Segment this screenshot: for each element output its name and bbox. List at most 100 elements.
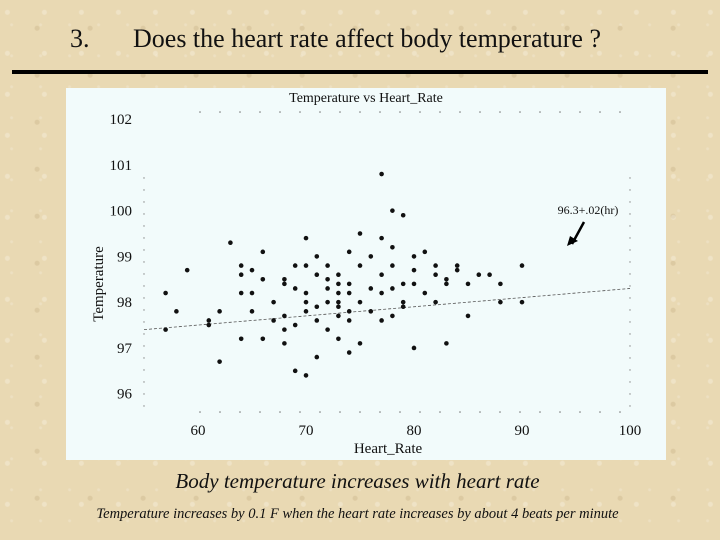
frame-tick-mark	[629, 249, 631, 251]
data-point	[379, 235, 384, 241]
data-point	[433, 263, 438, 268]
data-point	[325, 277, 330, 282]
data-point	[271, 299, 276, 305]
data-point	[325, 299, 330, 305]
x-tick-label: 80	[407, 423, 422, 439]
frame-tick-mark	[143, 189, 145, 191]
data-point	[292, 322, 298, 328]
frame-tick-mark	[629, 345, 631, 347]
frame-tick-mark	[239, 411, 241, 413]
data-point	[292, 368, 298, 374]
main-caption: Body temperature increases with heart ra…	[175, 469, 540, 493]
data-point	[357, 299, 363, 305]
data-point	[336, 336, 341, 342]
frame-tick-mark	[143, 261, 145, 263]
data-point	[282, 327, 287, 332]
frame-tick-mark	[143, 405, 145, 407]
data-point	[411, 345, 417, 351]
frame-tick-mark	[259, 111, 261, 113]
y-tick-label: 102	[110, 112, 133, 128]
frame-tick-mark	[499, 111, 501, 113]
x-tick-label: 90	[515, 423, 530, 439]
data-point	[260, 277, 266, 282]
fit-line	[143, 288, 631, 331]
data-point	[336, 304, 341, 310]
y-axis-label: Temperature	[91, 246, 107, 322]
data-point	[217, 309, 222, 314]
data-point	[400, 304, 406, 310]
data-point	[260, 249, 266, 255]
data-point	[325, 263, 330, 268]
data-point	[163, 290, 168, 296]
frame-tick-mark	[219, 411, 221, 413]
frame-tick-mark	[629, 393, 631, 395]
frame-tick-mark	[359, 111, 361, 113]
frame-tick-mark	[319, 411, 321, 413]
frame-tick-mark	[629, 225, 631, 227]
data-point	[346, 309, 352, 314]
frame-tick-mark	[359, 411, 361, 413]
data-point	[346, 318, 352, 323]
data-point	[206, 322, 212, 328]
data-point	[411, 267, 417, 273]
frame-tick-mark	[479, 111, 481, 113]
frame-tick-mark	[143, 177, 145, 179]
frame-tick-mark	[143, 297, 145, 299]
data-point	[368, 309, 374, 314]
frame-tick-mark	[559, 411, 561, 413]
frame-tick-mark	[143, 273, 145, 275]
frame-tick-mark	[539, 111, 541, 113]
frame-tick-mark	[143, 333, 145, 335]
frame-tick-mark	[219, 111, 221, 113]
data-point	[390, 313, 395, 319]
frame-tick-mark	[629, 189, 631, 191]
frame-tick-mark	[519, 111, 521, 113]
data-point	[303, 235, 309, 241]
frame-tick-mark	[629, 213, 631, 215]
data-point	[444, 281, 449, 287]
frame-tick-mark	[439, 411, 441, 413]
data-point	[292, 286, 298, 291]
data-point	[357, 263, 363, 268]
frame-tick-mark	[629, 369, 631, 371]
frame-tick-mark	[143, 321, 145, 323]
data-point	[336, 281, 341, 287]
frame-tick-mark	[599, 411, 601, 413]
frame-tick-mark	[143, 369, 145, 371]
frame-tick-mark	[629, 405, 631, 407]
data-point	[400, 281, 406, 287]
data-point	[465, 281, 471, 287]
frame-tick-mark	[619, 411, 621, 413]
data-point	[346, 350, 352, 355]
data-point	[249, 309, 255, 314]
frame-tick-mark	[143, 225, 145, 227]
data-point	[390, 263, 395, 268]
frame-tick-mark	[239, 111, 241, 113]
data-point	[346, 290, 352, 296]
data-point	[206, 318, 212, 323]
data-point	[454, 267, 460, 273]
frame-tick-mark	[143, 249, 145, 251]
frame-tick-mark	[399, 411, 401, 413]
frame-tick-mark	[619, 111, 621, 113]
frame-tick-mark	[143, 381, 145, 383]
data-point	[238, 263, 244, 268]
data-point	[249, 290, 255, 296]
y-tick-label: 97	[117, 341, 133, 357]
data-point	[282, 313, 287, 319]
sub-caption: Temperature increases by 0.1 F when the …	[96, 506, 619, 522]
frame-tick-mark	[479, 411, 481, 413]
frame-tick-mark	[143, 285, 145, 287]
data-point	[400, 299, 406, 305]
data-point	[303, 309, 309, 314]
y-tick-label: 96	[117, 387, 133, 403]
frame-tick-mark	[629, 297, 631, 299]
data-point	[390, 208, 395, 213]
data-point	[465, 313, 471, 319]
frame-tick-mark	[629, 333, 631, 335]
frame-tick-mark	[629, 201, 631, 203]
data-point	[314, 354, 320, 360]
frame-tick-mark	[299, 111, 301, 113]
data-point	[249, 267, 255, 273]
data-point	[346, 249, 352, 255]
